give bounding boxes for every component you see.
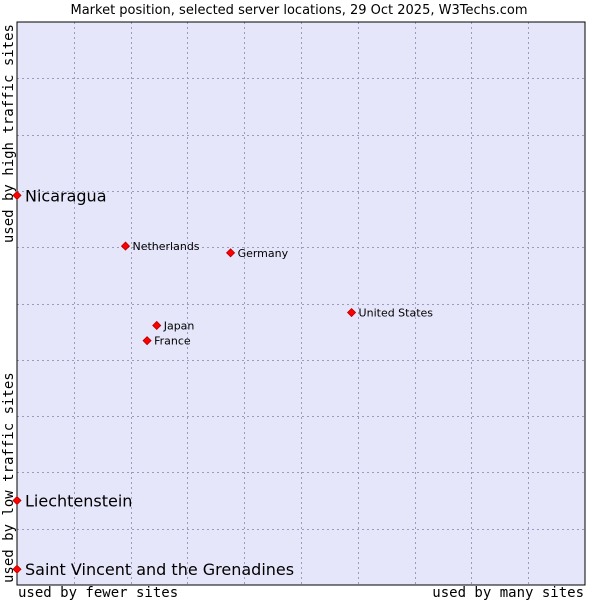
point-label-netherlands: Netherlands [132, 240, 199, 253]
point-marker-germany [226, 248, 236, 258]
y-axis-label-high: used by high traffic sites [1, 24, 17, 243]
point-label-france: France [154, 335, 191, 348]
point-label-japan: Japan [163, 319, 195, 332]
x-axis-label-high: used by many sites [432, 585, 584, 600]
point-marker-japan [152, 320, 162, 331]
point-label-united-states: United States [359, 307, 434, 320]
point-marker-united-states [346, 307, 357, 318]
point-marker-saint-vincent-and-the-grenadines [12, 564, 22, 574]
y-axis-label-low: used by low traffic sites [1, 372, 17, 583]
point-label-saint-vincent-and-the-grenadines: Saint Vincent and the Grenadines [25, 560, 294, 579]
point-marker-netherlands [120, 241, 131, 251]
point-marker-nicaragua [12, 190, 22, 200]
point-label-nicaragua: Nicaragua [25, 186, 107, 205]
point-marker-france [142, 336, 152, 346]
grid [17, 22, 585, 585]
data-points: Nicaragua Liechtenstein Saint Vincent and … [12, 186, 434, 579]
chart-title: Market position, selected server locatio… [70, 3, 527, 18]
plot-frame [16, 21, 586, 586]
x-axis-label-low: used by fewer sites [18, 585, 178, 600]
point-marker-liechtenstein [12, 495, 22, 506]
point-label-germany: Germany [238, 247, 289, 260]
point-label-liechtenstein: Liechtenstein [25, 492, 132, 511]
